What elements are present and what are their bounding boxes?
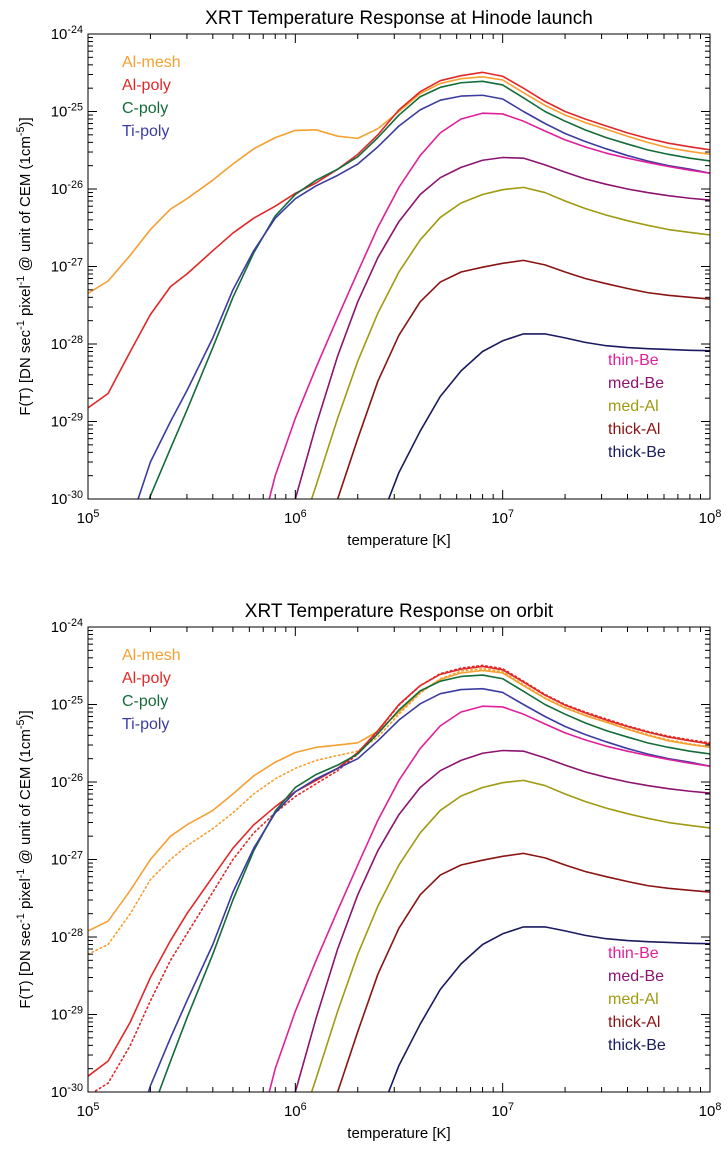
chart-panel-1: 105 106 107 108 10-30 10-29 10-28 10-27 10-26 10-… <box>15 8 721 549</box>
legend-entry-thin-be: thin-Be <box>608 945 659 962</box>
series-line-med-be <box>294 749 710 1092</box>
series-line-med-al <box>310 779 710 1092</box>
x-axis-label: temperature [K] <box>347 532 450 549</box>
x-tick-label: 108 <box>699 508 722 527</box>
legend-entry-ti-poly: Ti-poly <box>122 123 169 140</box>
x-tick-label: 106 <box>284 1101 307 1120</box>
y-tick-label: 10-26 <box>51 772 83 791</box>
series-line-thick-be <box>387 926 710 1092</box>
chart-title: XRT Temperature Response on orbit <box>245 601 554 622</box>
legend-entry-c-poly: C-poly <box>122 100 168 117</box>
series-line-thick-be <box>387 333 710 499</box>
legend-entry-ti-poly: Ti-poly <box>122 716 169 733</box>
series-line-thin-be <box>268 112 710 499</box>
axis-ticks <box>87 34 710 500</box>
y-tick-label: 10-25 <box>51 102 83 121</box>
series-line-med-be <box>294 156 710 499</box>
legend-entry-al-mesh: Al-mesh <box>122 54 181 71</box>
y-tick-label: 10-30 <box>51 1082 83 1101</box>
y-tick-label: 10-24 <box>51 24 83 43</box>
y-tick-label: 10-24 <box>51 617 83 636</box>
series-line-al-mesh <box>88 76 710 295</box>
series-line-al-poly-dotted <box>92 664 710 1092</box>
y-tick-label: 10-27 <box>51 850 83 869</box>
x-tick-label: 106 <box>284 508 307 527</box>
legend-entry-med-al: med-Al <box>608 398 659 415</box>
legend-entry-med-be: med-Be <box>608 968 664 985</box>
y-tick-label: 10-28 <box>51 334 83 353</box>
y-tick-label: 10-28 <box>51 927 83 946</box>
y-tick-label: 10-25 <box>51 695 83 714</box>
series-line-ti-poly <box>147 687 710 1092</box>
legend-entry-thick-al: thick-Al <box>608 421 660 438</box>
series-line-c-poly <box>158 674 710 1092</box>
x-tick-label: 105 <box>77 1101 100 1120</box>
series-line-ti-poly <box>137 94 710 499</box>
legend-entry-al-poly: Al-poly <box>122 77 171 94</box>
series-group <box>88 664 710 1092</box>
legend-entry-med-be: med-Be <box>608 375 664 392</box>
series-line-thick-al <box>336 259 710 499</box>
axis-ticks <box>87 627 710 1093</box>
y-axis-label: F(T) [DN sec-1 pixel-1 @ unit of CEM (1c… <box>15 710 34 1008</box>
series-line-al-poly <box>88 71 710 409</box>
y-tick-label: 10-26 <box>51 179 83 198</box>
y-tick-label: 10-29 <box>51 412 83 431</box>
series-line-thin-be <box>268 705 710 1092</box>
x-tick-label: 107 <box>491 508 514 527</box>
y-tick-label: 10-27 <box>51 257 83 276</box>
x-axis-label: temperature [K] <box>347 1125 450 1142</box>
y-tick-label: 10-30 <box>51 489 83 508</box>
series-line-med-al <box>310 186 710 499</box>
series-line-c-poly <box>148 80 710 499</box>
legend-entry-thin-be: thin-Be <box>608 352 659 369</box>
legend-entry-thick-al: thick-Al <box>608 1014 660 1031</box>
chart-title: XRT Temperature Response at Hinode launc… <box>205 8 593 29</box>
legend-entry-al-poly: Al-poly <box>122 670 171 687</box>
chart-panel-2: 105 106 107 108 10-30 10-29 10-28 10-27 10-26 10-… <box>15 601 721 1142</box>
series-group <box>88 71 710 499</box>
legend-entry-al-mesh: Al-mesh <box>122 647 181 664</box>
series-line-thick-al <box>336 852 710 1092</box>
y-tick-label: 10-29 <box>51 1005 83 1024</box>
x-tick-label: 108 <box>699 1101 722 1120</box>
x-tick-label: 107 <box>491 1101 514 1120</box>
legend-entry-c-poly: C-poly <box>122 693 168 710</box>
x-tick-label: 105 <box>77 508 100 527</box>
series-line-al-mesh-dotted <box>88 667 710 955</box>
legend-entry-med-al: med-Al <box>608 991 659 1008</box>
legend-entry-thick-be: thick-Be <box>608 1037 666 1054</box>
y-axis-label: F(T) [DN sec-1 pixel-1 @ unit of CEM (1c… <box>15 117 34 415</box>
legend-entry-thick-be: thick-Be <box>608 444 666 461</box>
